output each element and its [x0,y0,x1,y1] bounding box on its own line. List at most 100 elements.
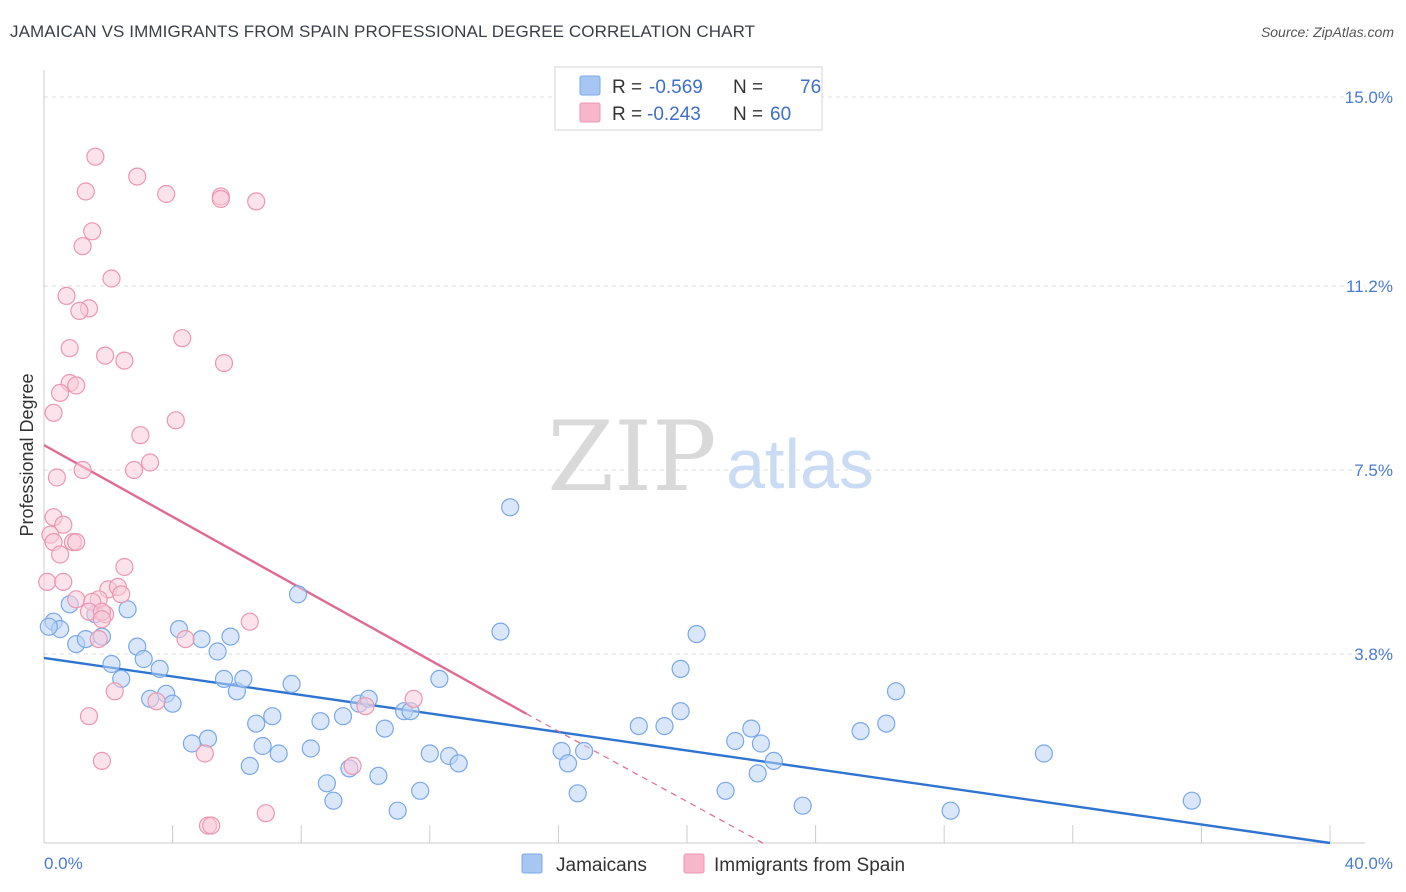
point-jamaicans [716,781,735,800]
point-spain [115,351,134,370]
point-spain [44,403,63,422]
point-jamaicans [240,756,259,776]
y-axis-label: Professional Degree [17,373,37,536]
point-jamaicans [748,764,767,783]
point-spain [54,572,73,592]
point-spain [73,237,92,256]
point-spain [343,756,362,776]
point-spain [256,804,275,823]
point-jamaicans [411,781,430,800]
point-spain [124,460,144,480]
trend-spain-extension [525,713,768,847]
point-spain [92,751,112,771]
legend-r-label: R = [612,104,642,125]
point-spain [115,557,134,577]
point-jamaicans [558,754,578,773]
point-jamaicans [234,669,253,689]
point-jamaicans [269,744,288,763]
point-jamaicans [751,734,771,753]
point-jamaicans [134,649,153,669]
point-jamaicans [253,736,272,756]
point-jamaicans [388,801,407,820]
point-spain [247,192,266,211]
correlation-legend: R = -0.569 N = 76 R = -0.243 N = 60 [554,66,823,131]
watermark-atlas: atlas [726,425,874,503]
point-jamaicans [851,721,870,741]
legend-label-spain: Immigrants from Spain [714,855,905,876]
legend-n-label: N = [733,77,763,98]
point-jamaicans [886,682,906,701]
tick-labels: 3.8% 7.5% 11.2% 15.0% 0.0% 40.0% [44,88,1393,873]
y-tick-label: 7.5% [1354,461,1393,480]
point-jamaicans [764,751,783,771]
point-jamaicans [333,707,353,726]
point-jamaicans [247,714,266,733]
chart-title: JAMAICAN VS IMMIGRANTS FROM SPAIN PROFES… [10,22,756,41]
point-spain [105,682,124,701]
point-jamaicans [501,498,520,517]
point-spain [128,167,147,186]
point-spain [76,182,95,201]
point-spain [54,515,73,534]
trend-lines [43,444,1331,847]
point-spain [50,545,70,564]
point-spain [67,532,86,552]
point-jamaicans [793,796,812,815]
x-tick-label: 40.0% [1345,854,1393,873]
point-spain [86,147,105,166]
point-spain [73,460,92,480]
point-spain [157,184,176,204]
point-jamaicans [1034,744,1054,763]
point-spain [404,689,423,708]
point-jamaicans [221,627,240,646]
point-jamaicans [430,669,449,689]
y-tick-label: 15.0% [1345,88,1393,107]
point-spain [89,629,108,649]
point-jamaicans [574,741,594,761]
legend-n-value: 60 [770,104,791,125]
legend-swatch-spain [683,853,705,874]
point-jamaicans [208,642,227,661]
point-spain [176,629,195,649]
point-spain [83,222,102,241]
point-jamaicans [1182,791,1201,810]
point-spain [166,411,185,430]
point-jamaicans [301,739,320,758]
point-jamaicans [671,702,690,721]
point-jamaicans [102,654,121,674]
point-spain [38,572,57,592]
point-jamaicans [192,629,211,649]
series-legend: Jamaicans Immigrants from Spain [521,853,905,876]
point-spain [112,585,131,604]
point-jamaicans [198,729,218,748]
point-jamaicans [941,801,960,820]
point-jamaicans [163,694,182,713]
source-credit: Source: ZipAtlas.com [1260,24,1394,40]
trend-spain [43,444,527,715]
point-jamaicans [150,659,169,679]
point-spain [47,468,67,487]
gridlines [44,96,1365,655]
point-jamaicans [726,731,745,751]
x-tick-label: 0.0% [44,854,83,873]
point-spain [60,339,79,358]
point-jamaicans [39,617,58,636]
point-jamaicans [420,744,439,763]
watermark: ZIP atlas [547,401,874,513]
point-jamaicans [491,622,510,641]
trend-jamaicans [43,656,1331,845]
point-jamaicans [655,716,674,736]
point-jamaicans [742,719,761,738]
y-tick-label: 3.8% [1354,645,1393,664]
legend-swatch-jamaicans [579,75,601,96]
point-spain [67,376,86,395]
point-jamaicans [311,712,330,731]
point-spain [67,590,86,609]
point-spain [173,329,192,348]
point-spain [356,697,375,716]
legend-r-value: -0.569 [649,77,703,98]
legend-r-value: -0.243 [647,104,701,125]
legend-n-label: N = [733,104,763,125]
point-spain [70,301,89,320]
